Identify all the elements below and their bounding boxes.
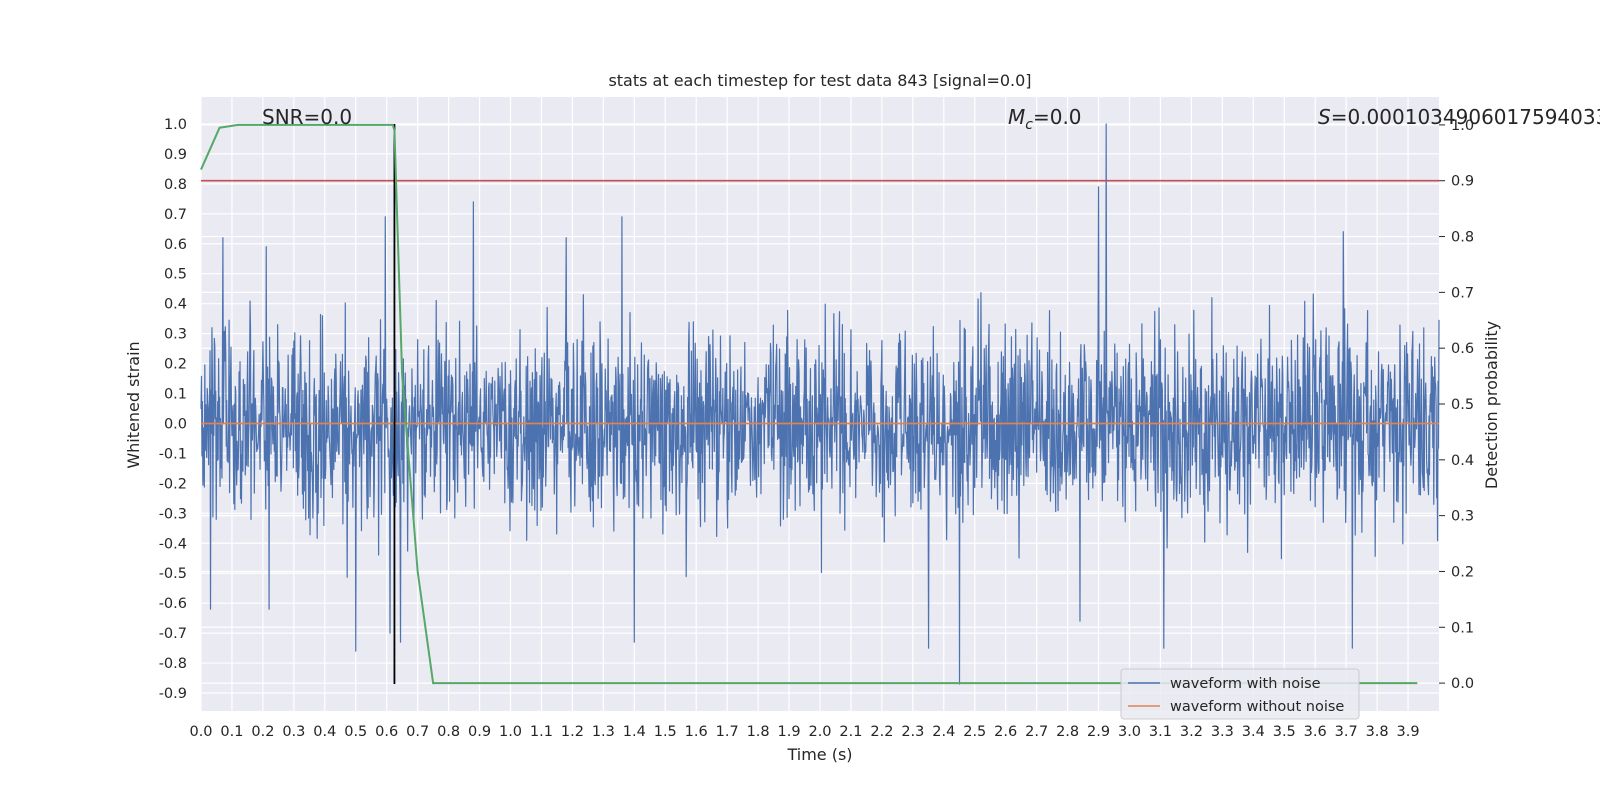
y2-tick-label: 0.5 (1451, 397, 1474, 413)
x-tick-label: 0.4 (313, 724, 336, 740)
x-tick-label: 1.1 (530, 724, 553, 740)
y-tick-label: -0.9 (159, 686, 187, 702)
x-tick-label: 1.4 (623, 724, 646, 740)
x-tick-label: 2.1 (839, 724, 862, 740)
x-tick-label: 2.8 (1056, 724, 1079, 740)
y2-tick-label: 1.0 (1451, 118, 1474, 134)
y2-tick-label: 0.1 (1451, 620, 1474, 636)
x-tick-label: 1.5 (654, 724, 677, 740)
y-axis-ticks: 1.0 0.9 0.8 0.7 0.6 0.5 0.4 0.3 0.2 0.1 0.0 -0.1 -0.… (159, 117, 187, 702)
x-tick-label: 3.8 (1366, 724, 1389, 740)
x-tick-label: 2.3 (901, 724, 924, 740)
y-tick-label: 0.7 (164, 207, 187, 223)
x-tick-label: 2.5 (963, 724, 986, 740)
y2-tick-label: 0.0 (1451, 676, 1474, 692)
x-tick-label: 0.0 (189, 724, 212, 740)
x-tick-label: 3.6 (1304, 724, 1327, 740)
chirp-mass-annotation: Mc=0.0 (1008, 105, 1082, 133)
x-tick-label: 2.4 (932, 724, 955, 740)
chirp-mass-subscript: c (1025, 117, 1033, 133)
y-tick-label: 0.6 (164, 237, 187, 253)
y2-tick-label: 0.8 (1451, 230, 1474, 246)
x-tick-label: 2.6 (994, 724, 1017, 740)
y-tick-label: 0.0 (164, 416, 187, 432)
detection-probability-series (200, 123, 1418, 685)
x-tick-label: 1.9 (778, 724, 801, 740)
x-tick-label: 3.5 (1273, 724, 1296, 740)
y-tick-label: 0.1 (164, 387, 187, 403)
y-tick-label: -0.7 (159, 626, 187, 642)
x-tick-label: 1.8 (747, 724, 770, 740)
y-tick-label: -0.6 (159, 596, 187, 612)
x-tick-label: 2.7 (1025, 724, 1048, 740)
y2-tick-label: 0.7 (1451, 285, 1474, 301)
x-tick-label: 1.7 (716, 724, 739, 740)
x-tick-label: 3.0 (1118, 724, 1141, 740)
s-annotation: S=0.00010349060175940334 (1318, 105, 1600, 129)
y-tick-label: 0.8 (164, 177, 187, 193)
waveform-with-noise-trace (200, 123, 1440, 685)
y-tick-label: 0.5 (164, 267, 187, 283)
x-tick-label: 1.2 (561, 724, 584, 740)
y-tick-label: 1.0 (164, 117, 187, 133)
legend: waveform with noise waveform without noi… (1120, 668, 1360, 720)
x-tick-label: 0.6 (375, 724, 398, 740)
x-tick-label: 3.1 (1149, 724, 1172, 740)
x-tick-label: 3.7 (1335, 724, 1358, 740)
legend-item-noise: waveform with noise (1170, 676, 1321, 692)
x-tick-label: 0.1 (220, 724, 243, 740)
y-tick-label: 0.9 (164, 147, 187, 163)
y-tick-label: -0.3 (159, 506, 187, 522)
y-tick-label: 0.2 (164, 357, 187, 373)
snr-annotation: SNR=0.0 (262, 105, 352, 129)
x-tick-label: 2.0 (808, 724, 831, 740)
x-axis-label: Time (s) (786, 745, 852, 764)
x-tick-label: 0.9 (468, 724, 491, 740)
x-tick-label: 3.3 (1211, 724, 1234, 740)
chirp-mass-symbol: M (1008, 105, 1025, 129)
s-value: =0.00010349060175940334 (1331, 105, 1600, 129)
y-tick-label: -0.2 (159, 476, 187, 492)
x-tick-label: 1.6 (685, 724, 708, 740)
x-tick-label: 0.7 (406, 724, 429, 740)
x-tick-label: 2.2 (870, 724, 893, 740)
s-symbol: S (1318, 105, 1331, 129)
x-tick-label: 3.4 (1242, 724, 1265, 740)
y2-axis-ticks: 1.0 0.9 0.8 0.7 0.6 0.5 0.4 0.3 0.2 0.1 0.0 (1439, 118, 1474, 692)
y2-tick-label: 0.3 (1451, 509, 1474, 525)
y-tick-label: -0.5 (159, 566, 187, 582)
y2-tick-label: 0.2 (1451, 564, 1474, 580)
chirp-mass-value: =0.0 (1033, 105, 1082, 129)
y-tick-label: -0.1 (159, 446, 187, 462)
legend-item-clean: waveform without noise (1170, 699, 1344, 715)
x-tick-label: 0.2 (251, 724, 274, 740)
x-tick-label: 0.3 (282, 724, 305, 740)
x-tick-label: 3.9 (1397, 724, 1420, 740)
y-tick-label: -0.8 (159, 656, 187, 672)
x-tick-label: 1.0 (499, 724, 522, 740)
y2-axis-label: Detection probability (1482, 321, 1501, 489)
legend-box (1120, 668, 1360, 720)
chart-title: stats at each timestep for test data 843… (608, 71, 1031, 90)
waveform-with-noise-series (200, 123, 1440, 685)
x-tick-label: 1.3 (592, 724, 615, 740)
y2-tick-label: 0.6 (1451, 341, 1474, 357)
x-axis-ticks: 0.0 0.1 0.2 0.3 0.4 0.5 0.6 0.7 0.8 0.9 1.0 1.1 1.2 1… (189, 724, 1419, 740)
y-axis-label: Whitened strain (124, 341, 143, 468)
x-tick-label: 0.5 (344, 724, 367, 740)
y-tick-label: -0.4 (159, 536, 187, 552)
x-tick-label: 2.9 (1087, 724, 1110, 740)
y2-tick-label: 0.4 (1451, 453, 1474, 469)
x-tick-label: 0.8 (437, 724, 460, 740)
y-tick-label: 0.3 (164, 327, 187, 343)
y-tick-label: 0.4 (164, 297, 187, 313)
y2-tick-label: 0.9 (1451, 174, 1474, 190)
x-tick-label: 3.2 (1180, 724, 1203, 740)
